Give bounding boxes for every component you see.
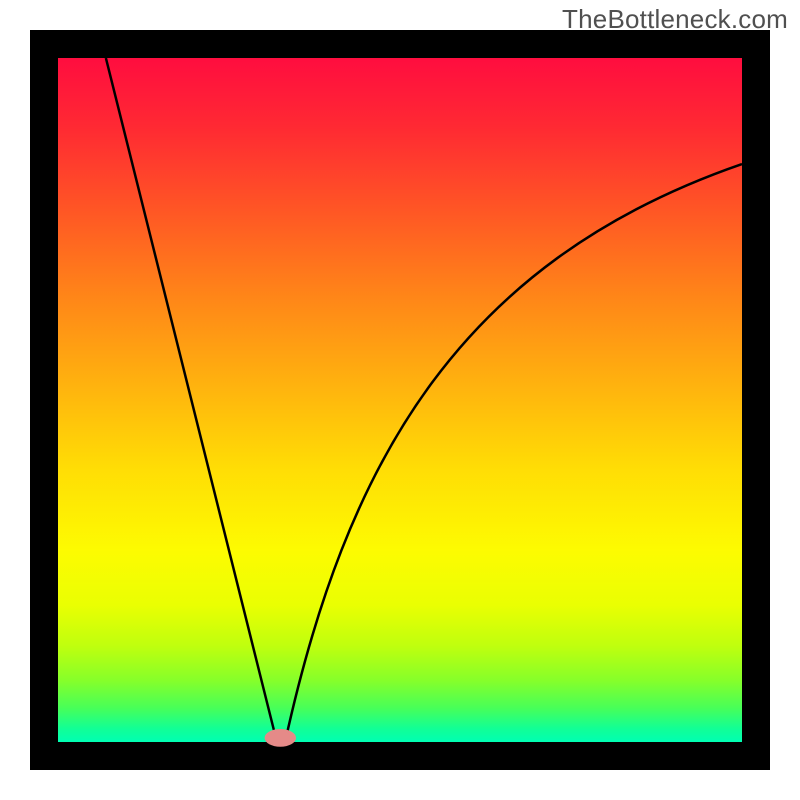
watermark-text: TheBottleneck.com (562, 4, 788, 35)
bottleneck-chart (0, 0, 800, 800)
plot-background (58, 58, 742, 742)
chart-container: TheBottleneck.com (0, 0, 800, 800)
optimal-marker (265, 729, 296, 747)
